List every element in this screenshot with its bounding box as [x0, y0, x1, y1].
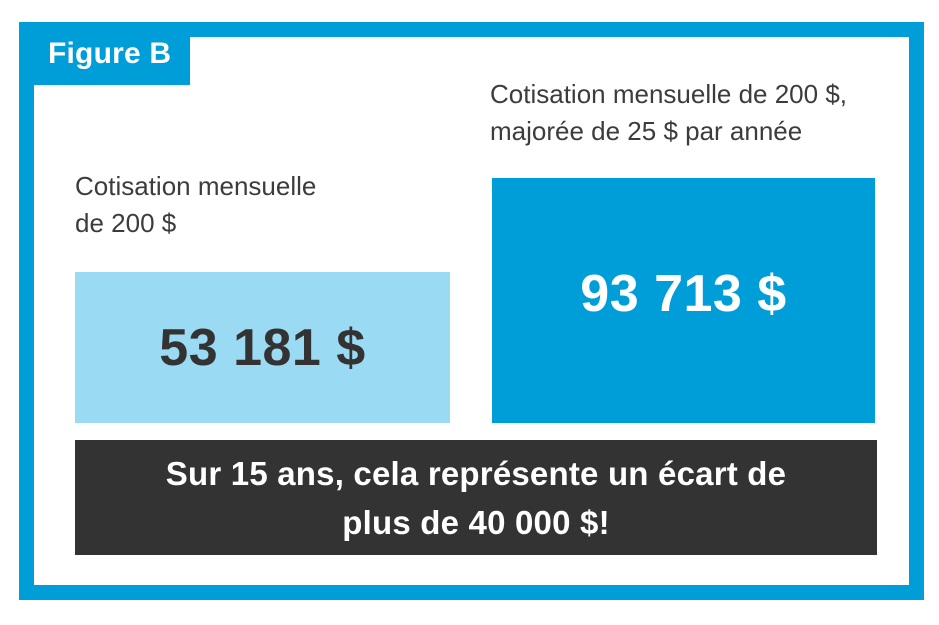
bar-monthly-200: 53 181 $	[75, 272, 450, 423]
bar-monthly-200-plus-25: 93 713 $	[492, 178, 875, 423]
left-bar-label-line1: Cotisation mensuelle	[75, 171, 317, 201]
right-bar-label: Cotisation mensuelle de 200 $, majorée d…	[490, 76, 847, 150]
right-bar-label-line1: Cotisation mensuelle de 200 $,	[490, 79, 848, 109]
left-bar-label-line2: de 200 $	[75, 208, 177, 238]
gap-annotation-line2: plus de 40 000 $!	[342, 503, 610, 541]
bar-monthly-200-value: 53 181 $	[159, 318, 366, 377]
figure-tab: Figure B	[19, 22, 190, 85]
gap-annotation-line1: Sur 15 ans, cela représente un écart de	[165, 454, 787, 492]
bar-monthly-200-plus-25-value: 93 713 $	[580, 264, 787, 323]
gap-annotation-banner: Sur 15 ans, cela représente un écart de …	[75, 440, 877, 555]
left-bar-label: Cotisation mensuelle de 200 $	[75, 168, 316, 242]
right-bar-label-line2: majorée de 25 $ par année	[490, 116, 803, 146]
figure-tab-label: Figure B	[48, 36, 172, 70]
